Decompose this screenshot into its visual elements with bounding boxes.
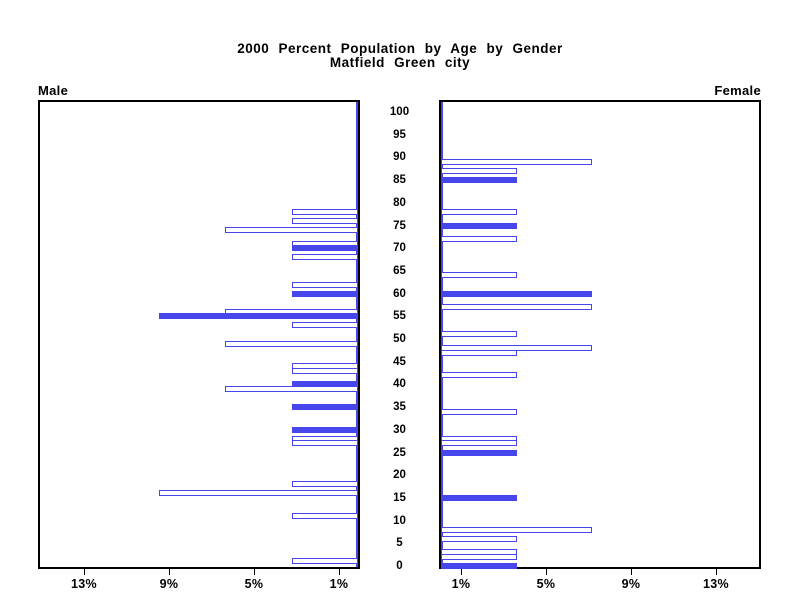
age-tick-label-55: 55	[393, 310, 406, 323]
female-plot-area	[439, 100, 761, 569]
bar-female-age-89	[441, 158, 592, 165]
age-tick-label-90: 90	[393, 151, 406, 164]
bar-female-age-42	[441, 372, 517, 379]
bar-female-age-51	[441, 331, 517, 338]
age-tick-label-25: 25	[393, 446, 406, 459]
bar-male-age-68	[292, 254, 358, 261]
bar-female-age-25	[441, 449, 517, 456]
bar-female-age-27	[441, 440, 517, 447]
bar-male-age-76	[292, 217, 358, 224]
age-tick-label-35: 35	[393, 401, 406, 414]
age-tick-label-60: 60	[393, 287, 406, 300]
bar-male-age-60	[292, 290, 358, 297]
age-tick-label-45: 45	[393, 355, 406, 368]
age-tick-label-65: 65	[393, 264, 406, 277]
bar-male-age-16	[159, 490, 358, 497]
age-tick-label-50: 50	[393, 333, 406, 345]
bar-male-age-74	[225, 227, 358, 234]
female-tick-5pct	[546, 569, 547, 575]
bar-male-age-62	[292, 281, 358, 288]
female-tick-label-9pct: 9%	[621, 577, 641, 591]
age-tick-label-30: 30	[393, 423, 406, 436]
age-tick-label-75: 75	[393, 219, 406, 232]
bar-female-age-6	[441, 535, 517, 542]
bar-male-age-70	[292, 245, 358, 252]
male-tick-9pct	[169, 569, 170, 575]
age-tick-label-40: 40	[393, 378, 406, 391]
bar-male-age-53	[292, 322, 358, 329]
bar-male-age-11	[292, 513, 358, 520]
male-tick-label-13pct: 13%	[71, 577, 97, 591]
age-tick-label-85: 85	[393, 174, 406, 187]
bar-male-age-78	[292, 208, 358, 215]
male-tick-label-1pct: 1%	[329, 577, 349, 591]
male-tick-1pct	[339, 569, 340, 575]
male-tick-13pct	[84, 569, 85, 575]
bar-female-age-0	[441, 563, 517, 569]
bar-male-age-18	[292, 481, 358, 488]
bar-female-age-15	[441, 494, 517, 501]
female-tick-13pct	[716, 569, 717, 575]
age-tick-label-5: 5	[396, 537, 403, 550]
bar-male-age-27	[292, 440, 358, 447]
bar-female-age-87	[441, 168, 517, 175]
age-tick-label-0: 0	[396, 560, 403, 572]
bar-female-age-34	[441, 408, 517, 415]
female-tick-9pct	[631, 569, 632, 575]
male-tick-label-5pct: 5%	[244, 577, 264, 591]
female-panel-label: Female	[714, 83, 761, 98]
bar-female-age-85	[441, 177, 517, 184]
bar-female-age-47	[441, 349, 517, 356]
bar-male-age-35	[292, 404, 358, 411]
bar-female-age-2	[441, 553, 517, 560]
female-tick-label-5pct: 5%	[536, 577, 556, 591]
female-tick-label-1pct: 1%	[451, 577, 471, 591]
chart-title: 2000 Percent Population by Age by Gender	[237, 41, 563, 56]
bar-female-age-57	[441, 304, 592, 311]
bar-male-age-43	[292, 367, 358, 374]
age-tick-label-10: 10	[393, 514, 406, 527]
age-tick-label-20: 20	[393, 469, 406, 482]
age-tick-label-100: 100	[389, 106, 410, 118]
male-panel-label: Male	[38, 83, 69, 98]
bar-male-age-1	[292, 558, 358, 565]
female-tick-1pct	[461, 569, 462, 575]
bar-female-age-75	[441, 222, 517, 229]
male-tick-label-9pct: 9%	[159, 577, 179, 591]
age-tick-label-15: 15	[393, 491, 406, 504]
male-plot-area	[38, 100, 360, 569]
bar-male-age-39	[225, 385, 358, 392]
age-tick-label-80: 80	[393, 196, 406, 209]
bar-female-age-64	[441, 272, 517, 279]
bar-female-age-72	[441, 236, 517, 243]
male-zero-percent-axis	[356, 102, 358, 567]
bar-female-age-60	[441, 290, 592, 297]
bar-female-age-8	[441, 526, 592, 533]
bar-male-age-49	[225, 340, 358, 347]
age-tick-label-95: 95	[393, 128, 406, 141]
female-tick-label-13pct: 13%	[703, 577, 729, 591]
chart-subtitle: Matfield Green city	[329, 55, 471, 70]
bar-male-age-30	[292, 426, 358, 433]
bar-female-age-78	[441, 208, 517, 215]
age-tick-label-70: 70	[393, 242, 406, 255]
bar-male-age-55	[159, 313, 358, 320]
male-tick-5pct	[254, 569, 255, 575]
